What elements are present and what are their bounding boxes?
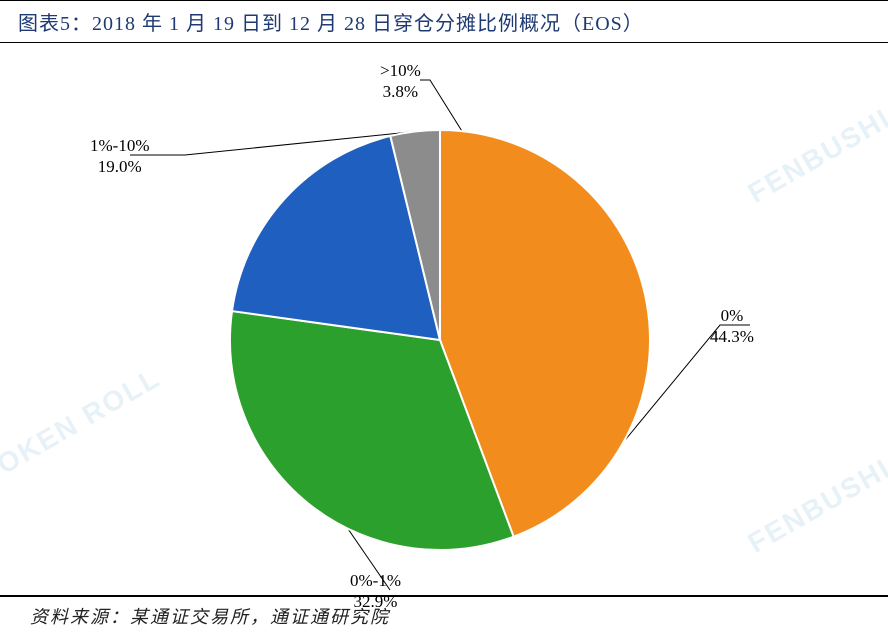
chart-area: 0%44.3%0%-1%32.9%1%-10%19.0%>10%3.8% TOK… bbox=[0, 50, 888, 590]
figure-container: 图表5：2018 年 1 月 19 日到 12 月 28 日穿仓分摊比例概况（E… bbox=[0, 0, 888, 637]
leader-line bbox=[420, 80, 462, 131]
slice-label-3: >10%3.8% bbox=[380, 60, 421, 103]
slice-label-category: 1%-10% bbox=[90, 135, 149, 156]
slice-label-percent: 3.8% bbox=[380, 81, 421, 102]
slice-label-category: >10% bbox=[380, 60, 421, 81]
source-text: 资料来源：某通证交易所，通证通研究院 bbox=[30, 607, 390, 627]
slice-label-0: 0%44.3% bbox=[710, 305, 754, 348]
chart-title: 图表5：2018 年 1 月 19 日到 12 月 28 日穿仓分摊比例概况（E… bbox=[18, 13, 644, 35]
slice-label-category: 0%-1% bbox=[350, 570, 401, 591]
slice-label-category: 0% bbox=[710, 305, 754, 326]
pie-slices bbox=[230, 130, 650, 550]
pie-chart bbox=[0, 50, 888, 610]
slice-label-percent: 19.0% bbox=[90, 156, 149, 177]
footer-bar: 资料来源：某通证交易所，通证通研究院 bbox=[0, 595, 888, 637]
slice-label-2: 1%-10%19.0% bbox=[90, 135, 149, 178]
slice-label-percent: 44.3% bbox=[710, 326, 754, 347]
title-bar: 图表5：2018 年 1 月 19 日到 12 月 28 日穿仓分摊比例概况（E… bbox=[0, 0, 888, 43]
